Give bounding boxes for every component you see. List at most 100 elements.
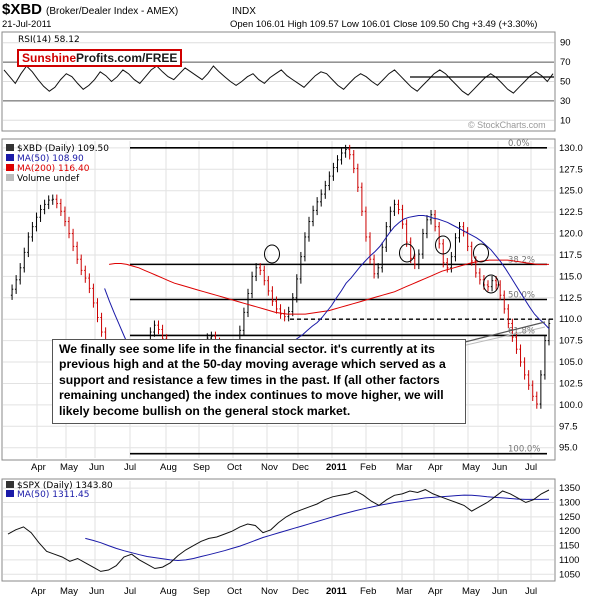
xbd-x-tick-label: Feb xyxy=(360,462,376,473)
brand-part2: Profits.com/FREE xyxy=(76,51,178,65)
xbd-y-tick-label: 110.0 xyxy=(559,314,582,325)
brand-badge[interactable]: SunshineProfits.com/FREE xyxy=(17,49,183,67)
legend-swatch-ma50 xyxy=(6,154,14,161)
spx-line xyxy=(7,489,550,572)
xbd-y-tick-label: 105.0 xyxy=(559,357,583,368)
spx-x-tick-label: Jul xyxy=(124,586,136,597)
rsi-y-tick-label: 70 xyxy=(560,57,571,68)
spx-ma50-line xyxy=(85,494,550,562)
fibonacci-label: 38.2% xyxy=(508,255,535,265)
highlight-circle xyxy=(264,244,280,264)
rsi-line xyxy=(3,65,554,96)
xbd-x-tick-label: Jul xyxy=(124,462,136,473)
spx-y-tick-label: 1100 xyxy=(559,555,579,566)
spx-x-tick-label: May xyxy=(60,586,78,597)
legend-swatch-ma200 xyxy=(6,164,14,171)
spx-legend-swatch-ma xyxy=(6,490,14,497)
xbd-x-tick-label: Apr xyxy=(428,462,443,473)
watermark: © StockCharts.com xyxy=(468,120,546,130)
xbd-x-tick-label: Mar xyxy=(396,462,412,473)
xbd-y-tick-label: 107.5 xyxy=(559,336,583,347)
xbd-y-tick-label: 117.5 xyxy=(559,250,582,261)
highlight-circle xyxy=(435,235,451,255)
ma200-line xyxy=(109,259,549,315)
spx-x-tick-label: Jul xyxy=(525,586,537,597)
xbd-x-tick-label: Aug xyxy=(160,462,177,473)
fibonacci-label: 0.0% xyxy=(508,139,530,149)
spx-x-tick-label: Aug xyxy=(160,586,177,597)
xbd-y-tick-label: 112.5 xyxy=(559,293,582,304)
legend-ma50: MA(50) 108.90 xyxy=(17,154,84,164)
legend-volume: Volume undef xyxy=(17,174,80,184)
rsi-y-tick-label: 50 xyxy=(560,77,571,88)
pointer-line xyxy=(452,321,546,346)
spx-x-tick-label: Jun xyxy=(89,586,104,597)
legend-ma200: MA(200) 116.40 xyxy=(17,164,90,174)
spx-x-tick-label: Jun xyxy=(492,586,507,597)
annotation-box: We finally see some life in the financia… xyxy=(52,339,466,425)
legend-swatch-price xyxy=(6,144,14,151)
rsi-panel: RSI(14) 58.12 10 30 50 70 90 © StockCharts.c… xyxy=(1,31,571,132)
spx-panel: 1050 1100 1150 1200 1250 1300 1350 $SPX (Daily… xyxy=(1,478,580,582)
xbd-x-tick-label: Apr xyxy=(31,462,46,473)
chart-symbol: $XBD xyxy=(2,1,42,18)
xbd-x-tick-label: 2011 xyxy=(326,462,347,473)
spx-y-tick-label: 1050 xyxy=(559,569,580,580)
highlight-circle xyxy=(399,243,415,263)
chart-exchange: INDX xyxy=(232,6,256,17)
xbd-x-tick-label: Jul xyxy=(525,462,537,473)
legend-swatch-volume xyxy=(6,174,14,181)
fibonacci-label: 61.8% xyxy=(508,326,535,336)
brand-part1: Sunshine xyxy=(22,51,77,65)
xbd-x-tick-label: Jun xyxy=(492,462,507,473)
xbd-y-tick-label: 130.0 xyxy=(559,143,583,154)
spx-legend-swatch-price xyxy=(6,481,14,488)
spx-x-tick-label: Apr xyxy=(31,586,46,597)
spx-legend-price: $SPX (Daily) 1343.80 xyxy=(17,481,113,491)
chart-name: (Broker/Dealer Index - AMEX) xyxy=(46,6,178,17)
spx-x-tick-label: Dec xyxy=(292,586,309,597)
spx-x-tick-label: May xyxy=(462,586,480,597)
spx-x-tick-label: Mar xyxy=(396,586,412,597)
spx-x-tick-label: Apr xyxy=(428,586,443,597)
rsi-y-tick-label: 90 xyxy=(560,38,571,49)
fibonacci-label: 100.0% xyxy=(508,445,540,455)
chart-date: 21-Jul-2011 xyxy=(2,19,51,30)
rsi-y-tick-label: 10 xyxy=(560,115,571,126)
xbd-x-tick-label: Sep xyxy=(193,462,210,473)
legend-price: $XBD (Daily) 109.50 xyxy=(17,144,109,154)
rsi-y-tick-label: 30 xyxy=(560,96,571,107)
xbd-y-tick-label: 122.5 xyxy=(559,207,583,218)
spx-y-tick-label: 1300 xyxy=(559,498,580,509)
xbd-y-tick-label: 115.0 xyxy=(559,271,582,282)
spx-x-tick-label: Feb xyxy=(360,586,376,597)
spx-x-tick-label: Oct xyxy=(227,586,242,597)
xbd-x-tick-label: Nov xyxy=(261,462,278,473)
xbd-y-tick-label: 127.5 xyxy=(559,164,583,175)
highlight-circle xyxy=(483,274,499,294)
xbd-y-tick-label: 125.0 xyxy=(559,186,583,197)
xbd-y-tick-label: 97.5 xyxy=(559,421,578,432)
spx-y-tick-label: 1150 xyxy=(559,541,579,552)
xbd-x-tick-label: Dec xyxy=(292,462,309,473)
xbd-y-tick-label: 100.0 xyxy=(559,400,583,411)
xbd-y-tick-label: 102.5 xyxy=(559,378,583,389)
xbd-y-tick-label: 120.0 xyxy=(559,229,583,240)
xbd-x-tick-label: May xyxy=(462,462,480,473)
spx-y-tick-label: 1350 xyxy=(559,483,580,494)
xbd-x-tick-label: May xyxy=(60,462,78,473)
chart-ohlc: Open 106.01 High 109.57 Low 106.01 Close… xyxy=(230,19,537,30)
spx-x-tick-label: Nov xyxy=(261,586,278,597)
fibonacci-label: 50.0% xyxy=(508,291,535,301)
xbd-y-tick-label: 95.0 xyxy=(559,443,578,454)
xbd-x-tick-label: Oct xyxy=(227,462,242,473)
highlight-circle xyxy=(473,243,489,263)
annotation-text: We finally see some life in the financia… xyxy=(59,342,446,418)
rsi-legend: RSI(14) 58.12 xyxy=(18,35,80,45)
xbd-legend: $XBD (Daily) 109.50 MA(50) 108.90 MA(200… xyxy=(6,144,109,184)
xbd-x-tick-label: Jun xyxy=(89,462,104,473)
pointer-line-lower xyxy=(452,326,546,349)
spx-panel-frame xyxy=(1,478,556,582)
spx-x-tick-label: 2011 xyxy=(326,586,347,597)
